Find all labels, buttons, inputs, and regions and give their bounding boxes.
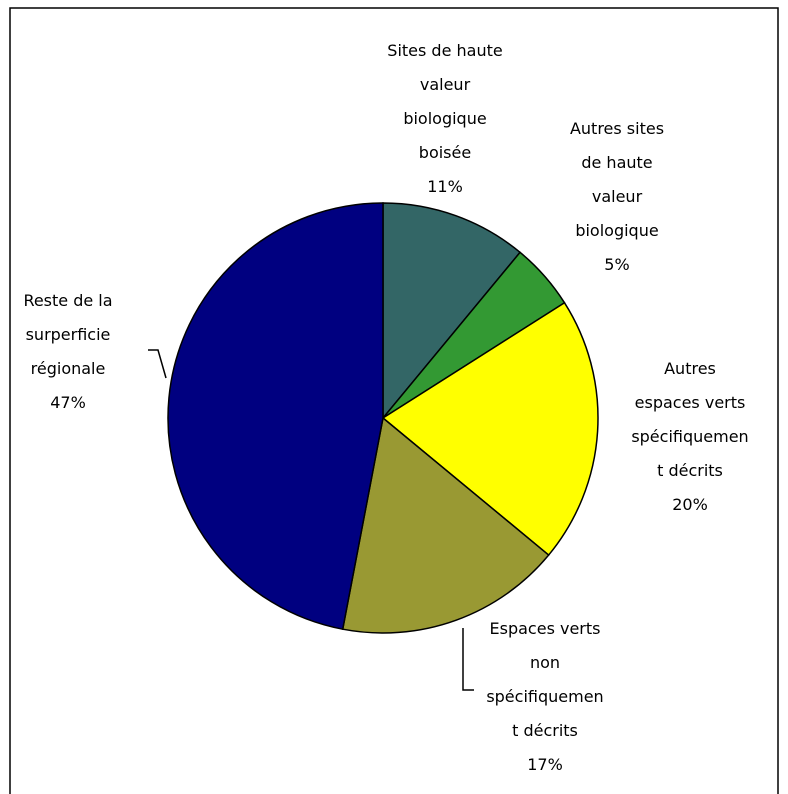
- pie-slice: [341, 416, 550, 634]
- slice-label: Autres espaces verts spécifiquemen t déc…: [595, 352, 785, 522]
- value-label: 11%: [427, 177, 463, 196]
- category-label: Espaces verts non spécifiquemen t décrit…: [486, 619, 604, 740]
- pie-slice: [381, 301, 599, 557]
- slice-label: Sites de haute valeur biologique boisée 1…: [350, 34, 540, 204]
- leader-line: [462, 628, 474, 691]
- value-label: 17%: [527, 755, 563, 774]
- value-label: 20%: [672, 495, 708, 514]
- category-label: Autres espaces verts spécifiquemen t déc…: [631, 359, 749, 480]
- category-label: Reste de la surperficie régionale: [23, 291, 113, 378]
- value-label: 5%: [604, 255, 630, 274]
- pie-slice: [167, 202, 384, 631]
- pie-slice: [382, 202, 522, 421]
- slice-label: Autres sites de haute valeur biologique 5…: [522, 112, 712, 282]
- category-label: Autres sites de haute valeur biologique: [569, 119, 665, 240]
- slice-label: Reste de la surperficie régionale 47%: [0, 284, 163, 420]
- leader-line: [148, 349, 167, 379]
- category-label: Sites de haute valeur biologique boisée: [387, 41, 503, 162]
- slice-label: Espaces verts non spécifiquemen t décrit…: [450, 612, 640, 782]
- frame: [9, 7, 779, 794]
- value-label: 47%: [50, 393, 86, 412]
